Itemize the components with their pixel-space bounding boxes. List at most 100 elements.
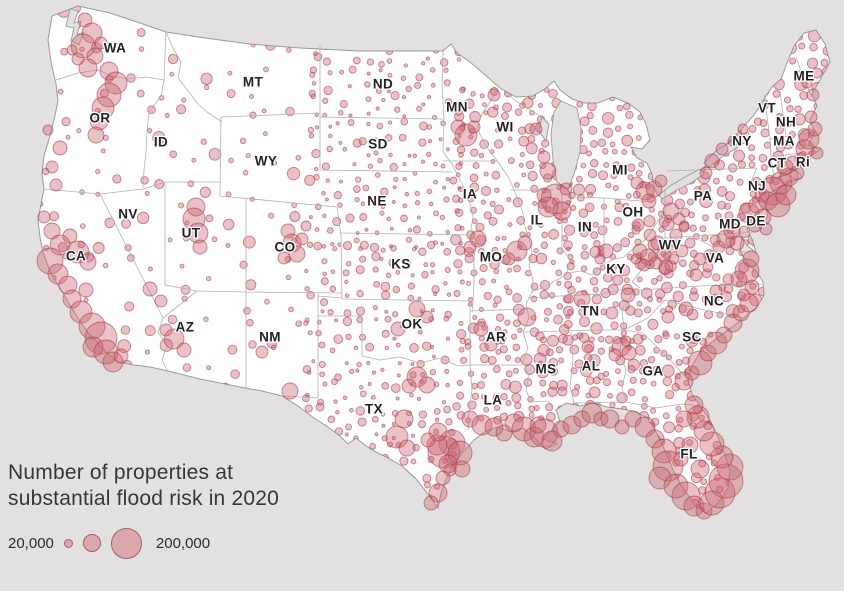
county-bubble (370, 394, 376, 400)
county-bubble (391, 200, 396, 204)
county-bubble (771, 66, 779, 74)
county-bubble (355, 406, 366, 416)
county-bubble (380, 247, 386, 253)
metro-bubble (699, 166, 713, 180)
county-bubble (136, 211, 150, 225)
county-bubble (607, 392, 613, 399)
state-label-il: IL (531, 213, 544, 228)
county-bubble (663, 63, 675, 75)
county-bubble (768, 234, 782, 248)
county-bubble (625, 192, 632, 199)
county-bubble (445, 229, 450, 235)
county-bubble (450, 234, 462, 246)
county-bubble (426, 188, 433, 195)
metro-bubble (807, 121, 823, 137)
county-bubble (39, 6, 49, 15)
county-bubble (452, 194, 461, 203)
county-bubble (635, 458, 646, 469)
county-bubble (55, 398, 65, 408)
county-bubble (794, 280, 803, 288)
county-bubble (341, 494, 355, 508)
county-bubble (456, 410, 466, 420)
county-bubble (772, 292, 782, 301)
county-bubble (612, 161, 620, 169)
county-bubble (483, 291, 492, 301)
county-bubble (632, 508, 645, 513)
metro-bubble (675, 410, 693, 428)
county-bubble (492, 302, 498, 308)
county-bubble (580, 162, 587, 169)
county-bubble (814, 198, 822, 206)
county-bubble (404, 192, 410, 197)
state-label-ri: Ri (796, 155, 810, 170)
county-bubble (557, 386, 568, 397)
county-bubble (686, 140, 700, 155)
metro-bubble (62, 289, 82, 309)
metro-bubble (811, 67, 823, 79)
county-bubble (318, 341, 326, 349)
county-bubble (373, 280, 380, 288)
county-bubble (38, 326, 39, 333)
county-bubble (457, 186, 464, 192)
county-bubble (392, 185, 397, 190)
county-bubble (715, 485, 724, 494)
metro-bubble (280, 223, 296, 239)
county-bubble (493, 268, 500, 275)
state-label-ca: CA (66, 249, 86, 264)
county-bubble (612, 301, 619, 308)
county-bubble (451, 509, 464, 513)
county-bubble (422, 341, 432, 351)
county-bubble (443, 79, 451, 87)
county-bubble (723, 31, 734, 43)
county-bubble (709, 131, 719, 140)
county-bubble (627, 365, 636, 374)
county-bubble (432, 291, 438, 297)
metro-bubble (266, 337, 278, 349)
county-bubble (587, 354, 601, 367)
county-bubble (314, 227, 320, 232)
county-bubble (385, 272, 392, 279)
county-bubble (516, 216, 526, 225)
county-bubble (421, 61, 426, 66)
county-bubble (348, 113, 353, 118)
county-bubble (491, 278, 497, 284)
metro-bubble (58, 275, 78, 295)
county-bubble (508, 380, 522, 394)
county-bubble (342, 241, 353, 251)
county-bubble (555, 269, 563, 277)
county-bubble (136, 89, 145, 98)
county-bubble (570, 367, 578, 375)
county-bubble (504, 123, 512, 131)
county-bubble (571, 334, 579, 341)
metro-bubble (42, 124, 54, 136)
county-bubble (822, 45, 830, 56)
county-bubble (164, 112, 170, 118)
county-bubble (371, 491, 383, 503)
county-bubble (414, 81, 422, 90)
county-bubble (478, 415, 485, 422)
county-bubble (360, 201, 366, 207)
county-bubble (726, 174, 734, 182)
county-bubble (385, 487, 392, 494)
metro-bubble (648, 466, 672, 490)
county-bubble (307, 330, 313, 336)
county-bubble (295, 320, 302, 327)
county-bubble (602, 127, 614, 138)
county-bubble (420, 371, 426, 378)
metro-bubble (423, 495, 439, 511)
metro-bubble (744, 279, 760, 295)
county-bubble (456, 57, 462, 62)
metro-bubble (699, 344, 717, 362)
county-bubble (805, 258, 817, 270)
metro-bubble (37, 210, 51, 224)
county-bubble (76, 128, 82, 134)
county-bubble (614, 202, 625, 213)
county-bubble (677, 416, 684, 423)
metro-bubble (96, 82, 122, 108)
county-bubble (352, 162, 357, 167)
county-bubble (583, 353, 593, 363)
county-bubble (468, 134, 474, 140)
county-bubble (321, 258, 328, 265)
county-bubble (456, 145, 466, 154)
county-bubble (707, 371, 716, 380)
